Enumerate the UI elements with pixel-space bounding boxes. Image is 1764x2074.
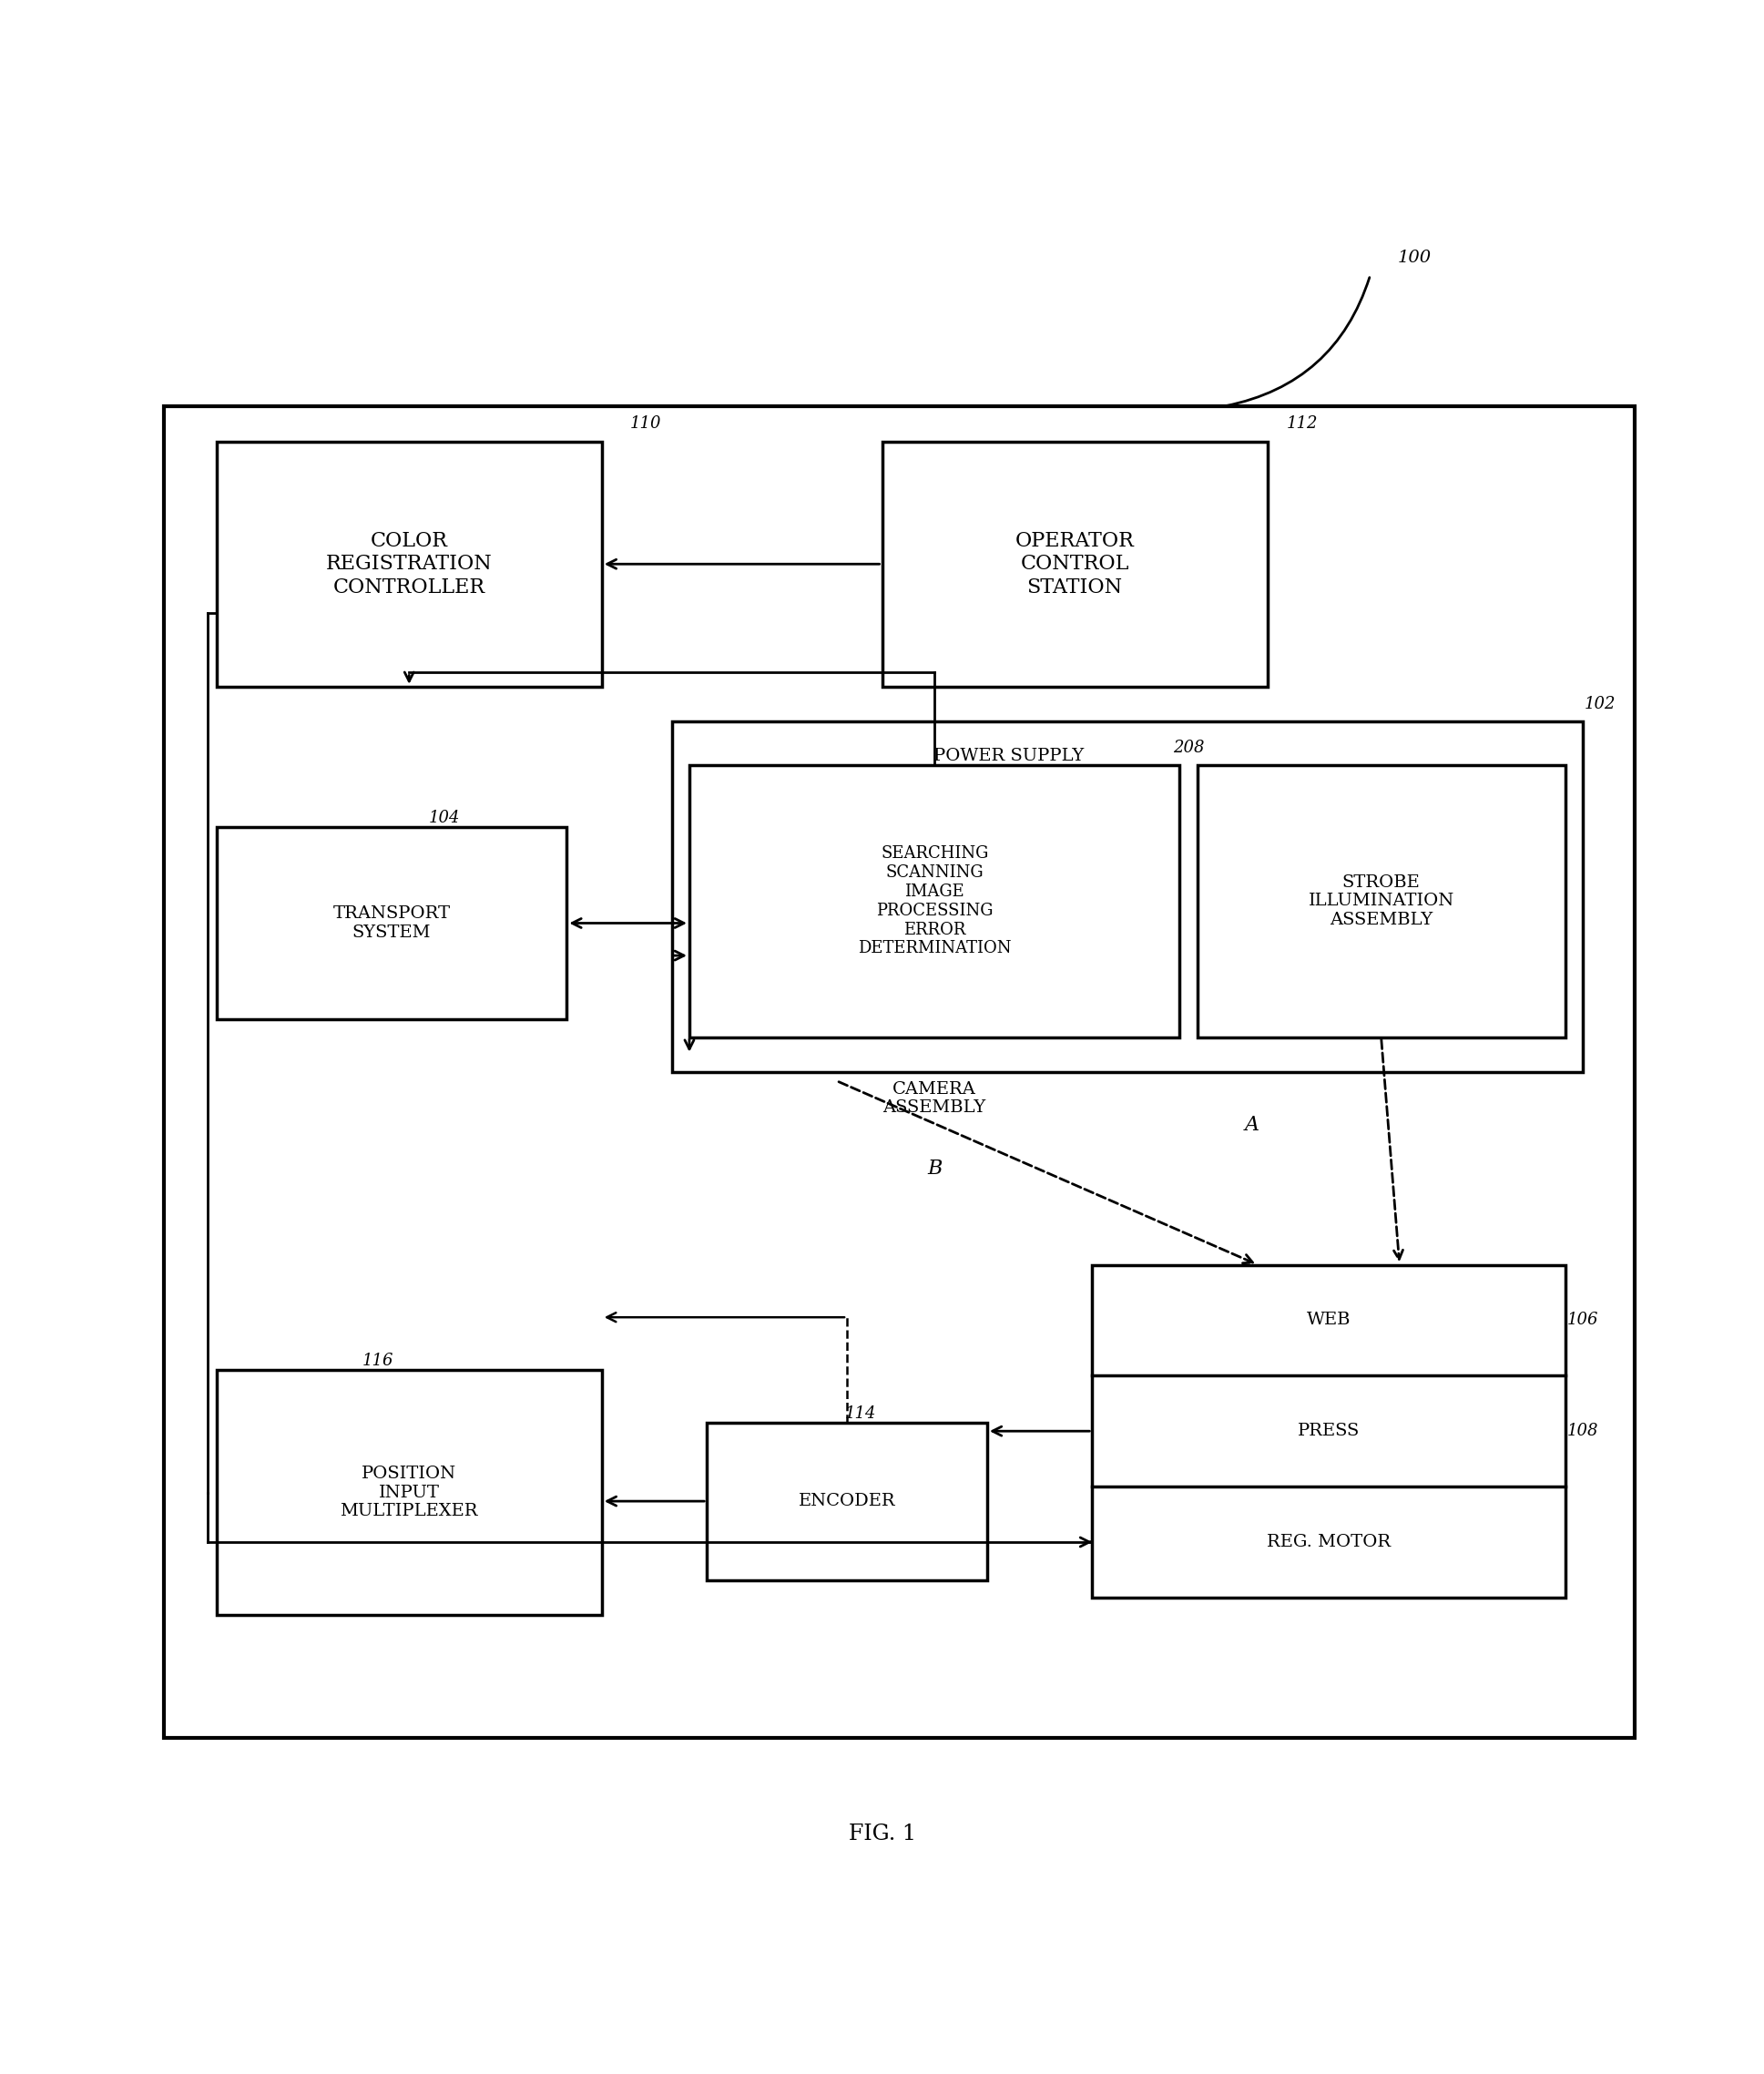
Text: REG. MOTOR: REG. MOTOR bbox=[1267, 1535, 1390, 1549]
Text: 108: 108 bbox=[1566, 1423, 1598, 1439]
Text: TRANSPORT
SYSTEM: TRANSPORT SYSTEM bbox=[333, 906, 450, 942]
Text: 102: 102 bbox=[1584, 697, 1616, 711]
Text: B: B bbox=[928, 1159, 942, 1178]
Bar bbox=[217, 828, 566, 1020]
Text: 208: 208 bbox=[1173, 740, 1205, 757]
Text: 104: 104 bbox=[429, 809, 460, 825]
Bar bbox=[882, 442, 1267, 686]
Bar bbox=[1198, 765, 1565, 1037]
Text: PRESS: PRESS bbox=[1298, 1423, 1360, 1439]
Text: CAMERA
ASSEMBLY: CAMERA ASSEMBLY bbox=[884, 1081, 986, 1116]
Text: POSITION
INPUT
MULTIPLEXER: POSITION INPUT MULTIPLEXER bbox=[340, 1466, 478, 1520]
Text: 100: 100 bbox=[1397, 249, 1431, 265]
Text: FIG. 1: FIG. 1 bbox=[848, 1823, 916, 1844]
Text: ENCODER: ENCODER bbox=[799, 1493, 896, 1510]
Text: 106: 106 bbox=[1566, 1313, 1598, 1327]
Text: 110: 110 bbox=[630, 415, 662, 431]
Text: COLOR
REGISTRATION
CONTROLLER: COLOR REGISTRATION CONTROLLER bbox=[326, 531, 492, 597]
Bar bbox=[672, 722, 1582, 1072]
Bar bbox=[690, 765, 1180, 1037]
Text: 114: 114 bbox=[845, 1406, 877, 1423]
Bar bbox=[164, 407, 1635, 1738]
Text: SEARCHING
SCANNING
IMAGE
PROCESSING
ERROR
DETERMINATION: SEARCHING SCANNING IMAGE PROCESSING ERRO… bbox=[857, 846, 1011, 956]
Bar bbox=[1092, 1265, 1565, 1597]
Text: OPERATOR
CONTROL
STATION: OPERATOR CONTROL STATION bbox=[1014, 531, 1134, 597]
Text: POWER SUPPLY: POWER SUPPLY bbox=[933, 749, 1085, 765]
Text: 116: 116 bbox=[363, 1352, 393, 1369]
Text: 112: 112 bbox=[1286, 415, 1318, 431]
Text: STROBE
ILLUMINATION
ASSEMBLY: STROBE ILLUMINATION ASSEMBLY bbox=[1309, 873, 1454, 929]
Bar bbox=[217, 442, 602, 686]
Text: A: A bbox=[1245, 1114, 1259, 1134]
Bar bbox=[707, 1423, 988, 1580]
Text: WEB: WEB bbox=[1307, 1313, 1351, 1327]
Bar bbox=[217, 1369, 602, 1616]
